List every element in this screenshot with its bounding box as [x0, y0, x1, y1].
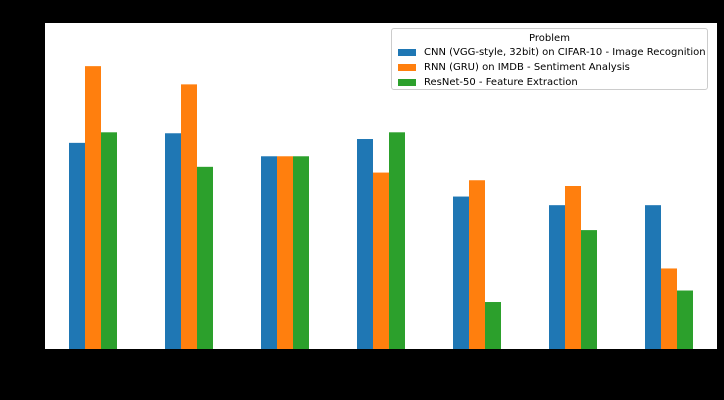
- bar-series-0-cat-2: [261, 156, 277, 349]
- legend-item-rnn: RNN (GRU) on IMDB - Sentiment Analysis: [392, 60, 707, 75]
- legend-swatch-cnn: [398, 49, 416, 56]
- bar-series-1-cat-0: [85, 66, 101, 349]
- bar-series-2-cat-0: [101, 132, 117, 349]
- bar-series-2-cat-3: [389, 132, 405, 349]
- bar-series-2-cat-1: [197, 166, 213, 349]
- bar-series-1-cat-3: [373, 172, 389, 349]
- bar-series-2-cat-5: [581, 230, 597, 349]
- bar-series-1-cat-5: [565, 186, 581, 349]
- bar-series-1-cat-1: [181, 84, 197, 349]
- legend-title: Problem: [529, 33, 570, 44]
- bars-group: [69, 66, 693, 349]
- bar-series-0-cat-6: [645, 205, 661, 349]
- bar-series-0-cat-3: [357, 139, 373, 349]
- bar-series-1-cat-6: [661, 268, 677, 349]
- legend-swatch-resnet: [398, 79, 416, 86]
- legend: Problem CNN (VGG-style, 32bit) on CIFAR-…: [391, 28, 708, 90]
- legend-item-resnet: ResNet-50 - Feature Extraction: [392, 75, 707, 90]
- bar-series-0-cat-4: [453, 196, 469, 349]
- bar-series-1-cat-4: [469, 180, 485, 349]
- bar-series-1-cat-2: [277, 156, 293, 349]
- legend-label-cnn: CNN (VGG-style, 32bit) on CIFAR-10 - Ima…: [424, 47, 706, 58]
- legend-label-resnet: ResNet-50 - Feature Extraction: [424, 77, 578, 88]
- bar-series-2-cat-2: [293, 156, 309, 349]
- bar-series-0-cat-5: [549, 205, 565, 349]
- bar-series-2-cat-6: [677, 290, 693, 349]
- bar-series-2-cat-4: [485, 302, 501, 349]
- bar-series-0-cat-1: [165, 133, 181, 349]
- legend-item-cnn: CNN (VGG-style, 32bit) on CIFAR-10 - Ima…: [392, 45, 707, 60]
- legend-label-rnn: RNN (GRU) on IMDB - Sentiment Analysis: [424, 62, 630, 73]
- bar-series-0-cat-0: [69, 142, 85, 349]
- legend-swatch-rnn: [398, 64, 416, 71]
